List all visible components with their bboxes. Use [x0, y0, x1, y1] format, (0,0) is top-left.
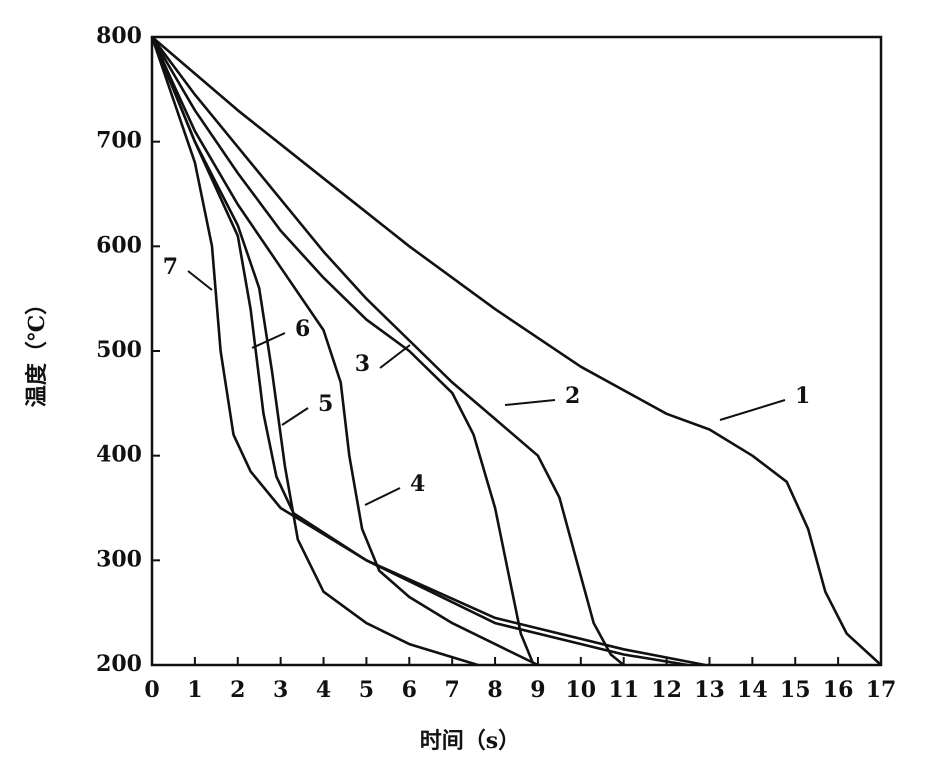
- curve: [150, 36, 689, 667]
- x-tick-label: 0: [144, 677, 159, 703]
- y-tick-label: 600: [96, 232, 142, 258]
- label-leader: [251, 332, 286, 349]
- x-tick-label: 8: [487, 677, 502, 703]
- y-tick-label: 800: [96, 23, 142, 49]
- y-tick-label: 400: [96, 442, 142, 468]
- curve: [150, 36, 706, 667]
- x-tick-label: 6: [402, 677, 417, 703]
- curve-label: 2: [565, 383, 580, 409]
- x-tick-label: 9: [530, 677, 545, 703]
- x-tick-label: 13: [694, 677, 725, 703]
- curve: [150, 36, 625, 667]
- x-tick-label: 11: [608, 677, 639, 703]
- curve-label: 1: [795, 383, 810, 409]
- label-leader: [504, 399, 556, 406]
- label-leader: [364, 487, 401, 506]
- curve-label: 7: [163, 254, 178, 280]
- x-tick-label: 16: [823, 677, 854, 703]
- label-leader: [719, 399, 786, 421]
- y-tick-label: 700: [96, 128, 142, 154]
- curve: [150, 36, 479, 667]
- curve-label: 6: [295, 316, 310, 342]
- y-tick-label: 300: [96, 546, 142, 572]
- plot-frame: [150, 35, 883, 667]
- curve: [151, 36, 882, 666]
- x-tick-label: 7: [445, 677, 460, 703]
- x-tick-label: 12: [651, 677, 682, 703]
- curve-label: 5: [318, 391, 333, 417]
- x-tick-label: 10: [566, 677, 597, 703]
- label-leader: [281, 407, 309, 426]
- y-tick-label: 500: [96, 337, 142, 363]
- y-axis-label: 温度（℃）: [24, 293, 50, 407]
- curve: [150, 36, 539, 667]
- label-leader: [379, 344, 411, 369]
- x-tick-label: 14: [737, 677, 768, 703]
- x-tick-label: 5: [359, 677, 374, 703]
- x-tick-label: 1: [187, 677, 202, 703]
- x-tick-label: 2: [230, 677, 245, 703]
- x-tick-label: 15: [780, 677, 811, 703]
- x-axis-label: 时间（s）: [420, 728, 520, 754]
- curve-label: 3: [355, 351, 370, 377]
- label-leader: [187, 270, 213, 291]
- y-tick-label: 200: [96, 651, 142, 677]
- x-tick-label: 3: [273, 677, 288, 703]
- x-tick-label: 17: [866, 677, 897, 703]
- curve: [150, 36, 535, 666]
- curve-label: 4: [410, 471, 425, 497]
- x-tick-label: 4: [316, 677, 331, 703]
